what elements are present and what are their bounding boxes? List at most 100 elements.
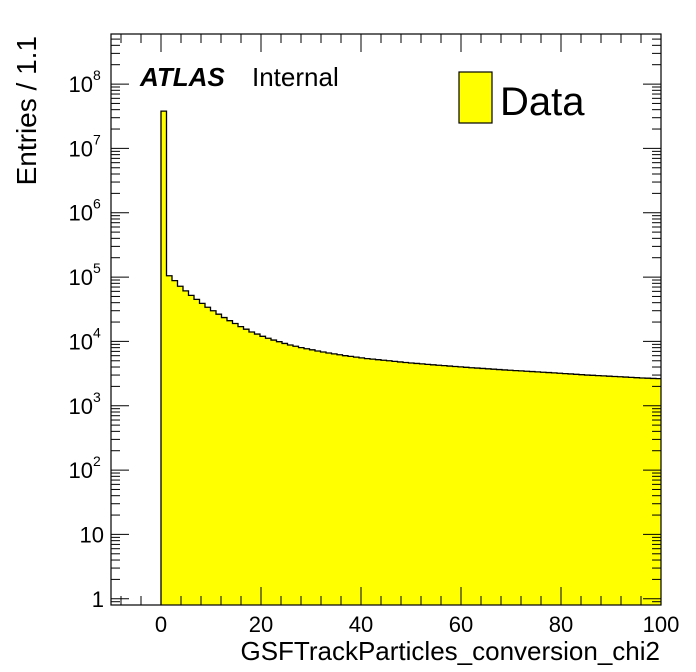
- histogram-bin: [562, 373, 569, 605]
- histogram-bin: [430, 364, 437, 605]
- y-tick-exponent: 5: [93, 260, 101, 276]
- histogram-bin: [469, 367, 475, 605]
- histogram-bin: [375, 359, 382, 605]
- legend-label-data: Data: [500, 80, 585, 124]
- histogram-bin: [243, 329, 250, 605]
- y-tick-exponent: 6: [93, 196, 101, 212]
- histogram-bin: [463, 367, 470, 605]
- histogram-bin: [419, 363, 426, 605]
- y-tick-label: 10: [80, 522, 104, 547]
- histogram-bin: [397, 361, 404, 605]
- histogram-bin: [568, 373, 574, 605]
- histogram-bin: [524, 371, 530, 605]
- histogram-bin: [579, 374, 585, 605]
- plot-area: [160, 110, 662, 605]
- histogram-bin: [216, 314, 222, 605]
- histogram-bin: [513, 370, 519, 605]
- histogram-bin: [639, 377, 646, 605]
- x-tick-label: 100: [643, 612, 680, 637]
- histogram-bin: [364, 358, 371, 605]
- histogram-bin: [188, 295, 195, 605]
- histogram-bin: [403, 362, 409, 605]
- x-tick-label: 40: [349, 612, 373, 637]
- histogram-bin: [166, 275, 173, 605]
- histogram-bin: [507, 370, 514, 605]
- axis-ticks: [111, 33, 662, 606]
- histogram-bin: [480, 368, 486, 605]
- histogram-bin: [353, 357, 360, 605]
- histogram-bin: [227, 320, 233, 605]
- histogram-bin: [441, 365, 448, 605]
- histogram-bin: [359, 357, 365, 605]
- histogram-bin: [650, 378, 657, 605]
- histogram-bin: [304, 348, 310, 605]
- histogram-bin: [601, 375, 607, 605]
- x-tick-label: 20: [249, 612, 273, 637]
- histogram-bin: [309, 349, 316, 605]
- y-tick-label: 10: [69, 458, 93, 483]
- histogram-bin: [293, 346, 299, 605]
- histogram-bin: [540, 372, 547, 605]
- histogram-bin: [271, 340, 277, 605]
- histogram-bin: [502, 369, 508, 605]
- histogram-bin: [381, 360, 387, 605]
- legend-swatch: [458, 71, 493, 124]
- x-tick-label: 0: [155, 612, 167, 637]
- axes-frame: [110, 33, 662, 606]
- histogram-bin: [436, 365, 442, 605]
- x-tick-label: 60: [449, 612, 473, 637]
- histogram-bin: [595, 375, 602, 605]
- histogram-bin: [282, 343, 288, 605]
- histogram-bin: [447, 366, 453, 605]
- histogram-bin: [370, 359, 376, 605]
- histogram-bin: [628, 377, 635, 605]
- histogram-bin: [656, 378, 662, 605]
- histogram-bin: [573, 374, 580, 605]
- histogram-bin: [634, 377, 640, 605]
- histogram-bin: [414, 363, 420, 605]
- histogram-bin: [485, 368, 492, 605]
- y-tick-exponent: 4: [93, 324, 101, 340]
- histogram-bin: [535, 371, 541, 605]
- histogram-bin: [557, 373, 563, 605]
- experiment-label: ATLAS: [139, 62, 225, 92]
- histogram-bin: [172, 280, 178, 605]
- y-tick-exponent: 2: [93, 453, 101, 469]
- histogram-bin: [452, 366, 459, 605]
- histogram-bin: [232, 323, 239, 605]
- histogram-bin: [496, 369, 503, 605]
- histogram-bin: [348, 356, 354, 605]
- histogram-bin: [386, 360, 393, 605]
- histogram-bin: [194, 299, 200, 605]
- histogram-bin: [408, 362, 415, 605]
- histogram-bin: [320, 351, 327, 605]
- histogram-bin: [205, 307, 211, 605]
- histogram-bin: [551, 372, 558, 605]
- histogram-bin: [298, 347, 305, 605]
- histogram-bin: [392, 361, 398, 605]
- y-tick-label: 10: [69, 394, 93, 419]
- histogram-bin: [249, 332, 255, 605]
- histogram-bin: [458, 366, 464, 605]
- x-axis-label: GSFTrackParticles_conversion_chi2: [240, 636, 660, 666]
- x-tick-label: 80: [549, 612, 573, 637]
- histogram-bin: [529, 371, 536, 605]
- histogram-bin: [546, 372, 552, 605]
- histogram-bin: [617, 376, 624, 605]
- histogram-bin: [612, 376, 618, 605]
- histogram-bin: [331, 353, 338, 605]
- y-tick-exponent: 8: [93, 67, 101, 83]
- y-tick-label: 10: [69, 201, 93, 226]
- y-axis-label: Entries / 1.1: [11, 36, 42, 185]
- histogram-bin: [177, 286, 184, 605]
- y-tick-label: 10: [69, 329, 93, 354]
- histogram-bin: [584, 375, 591, 605]
- y-tick-label: 10: [69, 72, 93, 97]
- y-tick-label: 10: [69, 136, 93, 161]
- histogram-bin: [221, 317, 228, 605]
- histogram-bin: [287, 344, 294, 605]
- histogram-bin: [210, 310, 217, 605]
- histogram-bin: [315, 350, 321, 605]
